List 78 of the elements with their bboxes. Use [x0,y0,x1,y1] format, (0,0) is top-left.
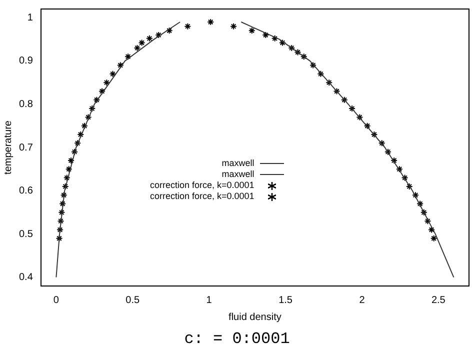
point [300,53,308,60]
point [271,34,278,42]
point [88,105,96,112]
point [184,22,192,30]
x-tick-label: 2.5 [431,294,446,306]
point [98,88,106,95]
point [428,226,436,234]
point [109,70,116,78]
y-tick-label: 1 [27,12,34,24]
text: c: = 0:0001 [183,330,291,348]
point [93,96,100,104]
point [384,148,392,156]
legend-label: maxwell [222,158,254,169]
x-tick-label: 0 [53,294,60,306]
point [138,39,146,46]
x-tick-label: 2 [359,294,366,306]
y-axis-title: temperature [2,120,14,174]
point [134,44,141,52]
point [62,182,69,190]
point [74,140,82,147]
point [207,18,214,26]
point [124,53,132,60]
point [340,96,348,104]
point [248,27,256,34]
point [326,79,333,86]
point [317,70,324,78]
point [60,192,68,199]
point [59,200,66,208]
point [80,122,88,130]
point [370,131,378,138]
point [262,31,270,38]
point [406,182,413,190]
point [396,166,403,173]
point [288,44,296,52]
point [364,122,371,130]
point [155,31,162,38]
x-tick-label: 1.5 [278,294,293,306]
point [77,131,84,138]
point [58,208,66,216]
point [146,34,153,42]
point [56,226,64,234]
point [424,218,432,225]
point [57,218,64,225]
legend-label: correction force, k=0.0001 [150,180,254,191]
point [348,105,356,112]
point [278,39,286,46]
point [166,27,173,34]
x-tick-label: 0.5 [126,294,140,306]
y-tick-label: 0.8 [18,98,34,110]
point [420,208,428,216]
y-tick-label: 0.7 [18,142,34,154]
point [294,48,302,56]
y-tick-label: 0.6 [18,186,34,197]
point [103,79,110,86]
point [390,156,398,164]
point [378,140,386,147]
point [333,88,340,95]
legend-label: maxwell [222,169,254,180]
point [230,22,238,30]
point [401,174,408,182]
point [356,114,364,121]
point [310,62,317,69]
point [116,62,124,69]
point [56,234,63,242]
point [84,114,92,121]
y-tick-label: 0.4 [18,272,34,284]
legend-label: correction force, k=0.0001 [150,191,254,202]
point [416,200,424,208]
point [65,166,72,173]
x-axis-title: fluid density [228,312,282,323]
y-tick-label: 0.9 [18,56,34,67]
point [430,234,438,242]
y-tick-label: 0.5 [18,228,34,240]
point [412,192,419,199]
x-tick-label: 1 [206,294,212,306]
point [68,156,75,164]
point [71,148,78,156]
point [63,174,70,182]
